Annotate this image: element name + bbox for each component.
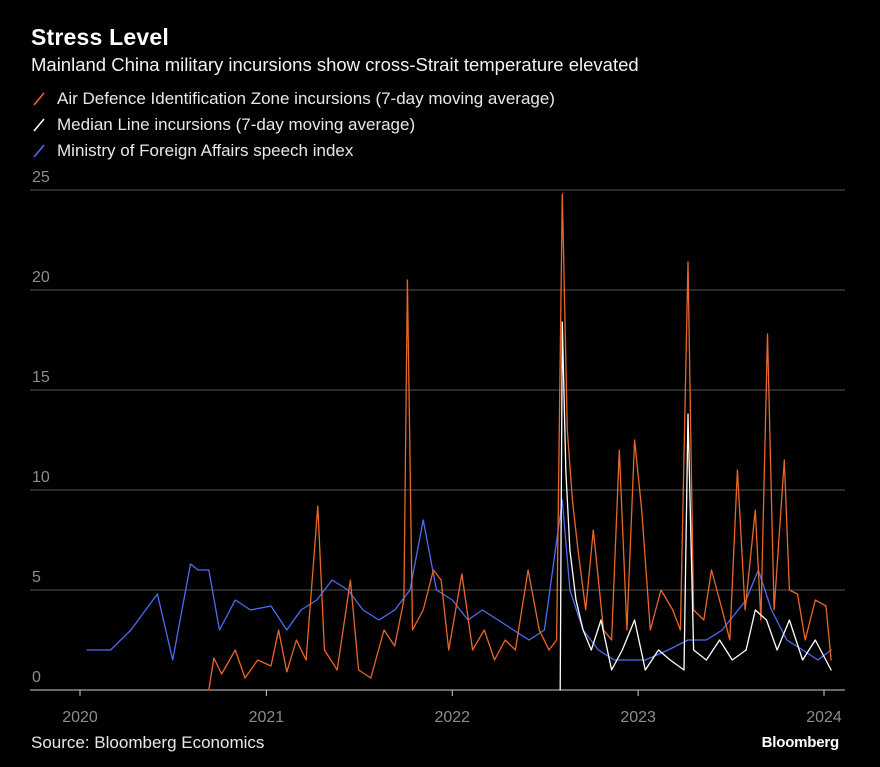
legend-label-adiz: Air Defence Identification Zone incursio… [57,89,555,108]
chart-plot: 0 5 10 15 20 25 2020 2021 2022 2023 2024 [30,169,845,725]
legend-label-median: Median Line incursions (7-day moving ave… [57,115,416,134]
y-tick-label-25: 25 [32,169,50,186]
x-tick-label-2024: 2024 [806,709,842,725]
y-tick-label-10: 10 [32,469,50,486]
y-tick-label-20: 20 [32,269,50,286]
y-tick-label-0: 0 [32,669,41,686]
x-tick-label-2020: 2020 [62,709,98,725]
legend-item-adiz: Air Defence Identification Zone incursio… [31,86,555,112]
legend-swatch-adiz-icon [33,92,45,106]
x-tick-label-2023: 2023 [620,709,656,725]
chart-title: Stress Level [31,24,169,50]
chart-legend: Air Defence Identification Zone incursio… [31,86,555,164]
x-tick-label-2021: 2021 [249,709,285,725]
y-tick-label-5: 5 [32,569,41,586]
source-note: Source: Bloomberg Economics [31,733,265,752]
series-line-adiz [208,193,832,691]
legend-swatch-mofa-icon [33,144,45,158]
legend-swatch-median-icon [33,118,45,132]
series-line-median [559,321,832,691]
brand-logo: Bloomberg [761,734,840,751]
legend-item-median: Median Line incursions (7-day moving ave… [31,112,555,138]
legend-item-mofa: Ministry of Foreign Affairs speech index [31,138,555,164]
legend-label-mofa: Ministry of Foreign Affairs speech index [57,141,354,160]
x-tick-label-2022: 2022 [434,709,470,725]
chart-subtitle: Mainland China military incursions show … [31,54,639,75]
y-tick-label-15: 15 [32,369,50,386]
series-line-mofa [86,499,832,661]
